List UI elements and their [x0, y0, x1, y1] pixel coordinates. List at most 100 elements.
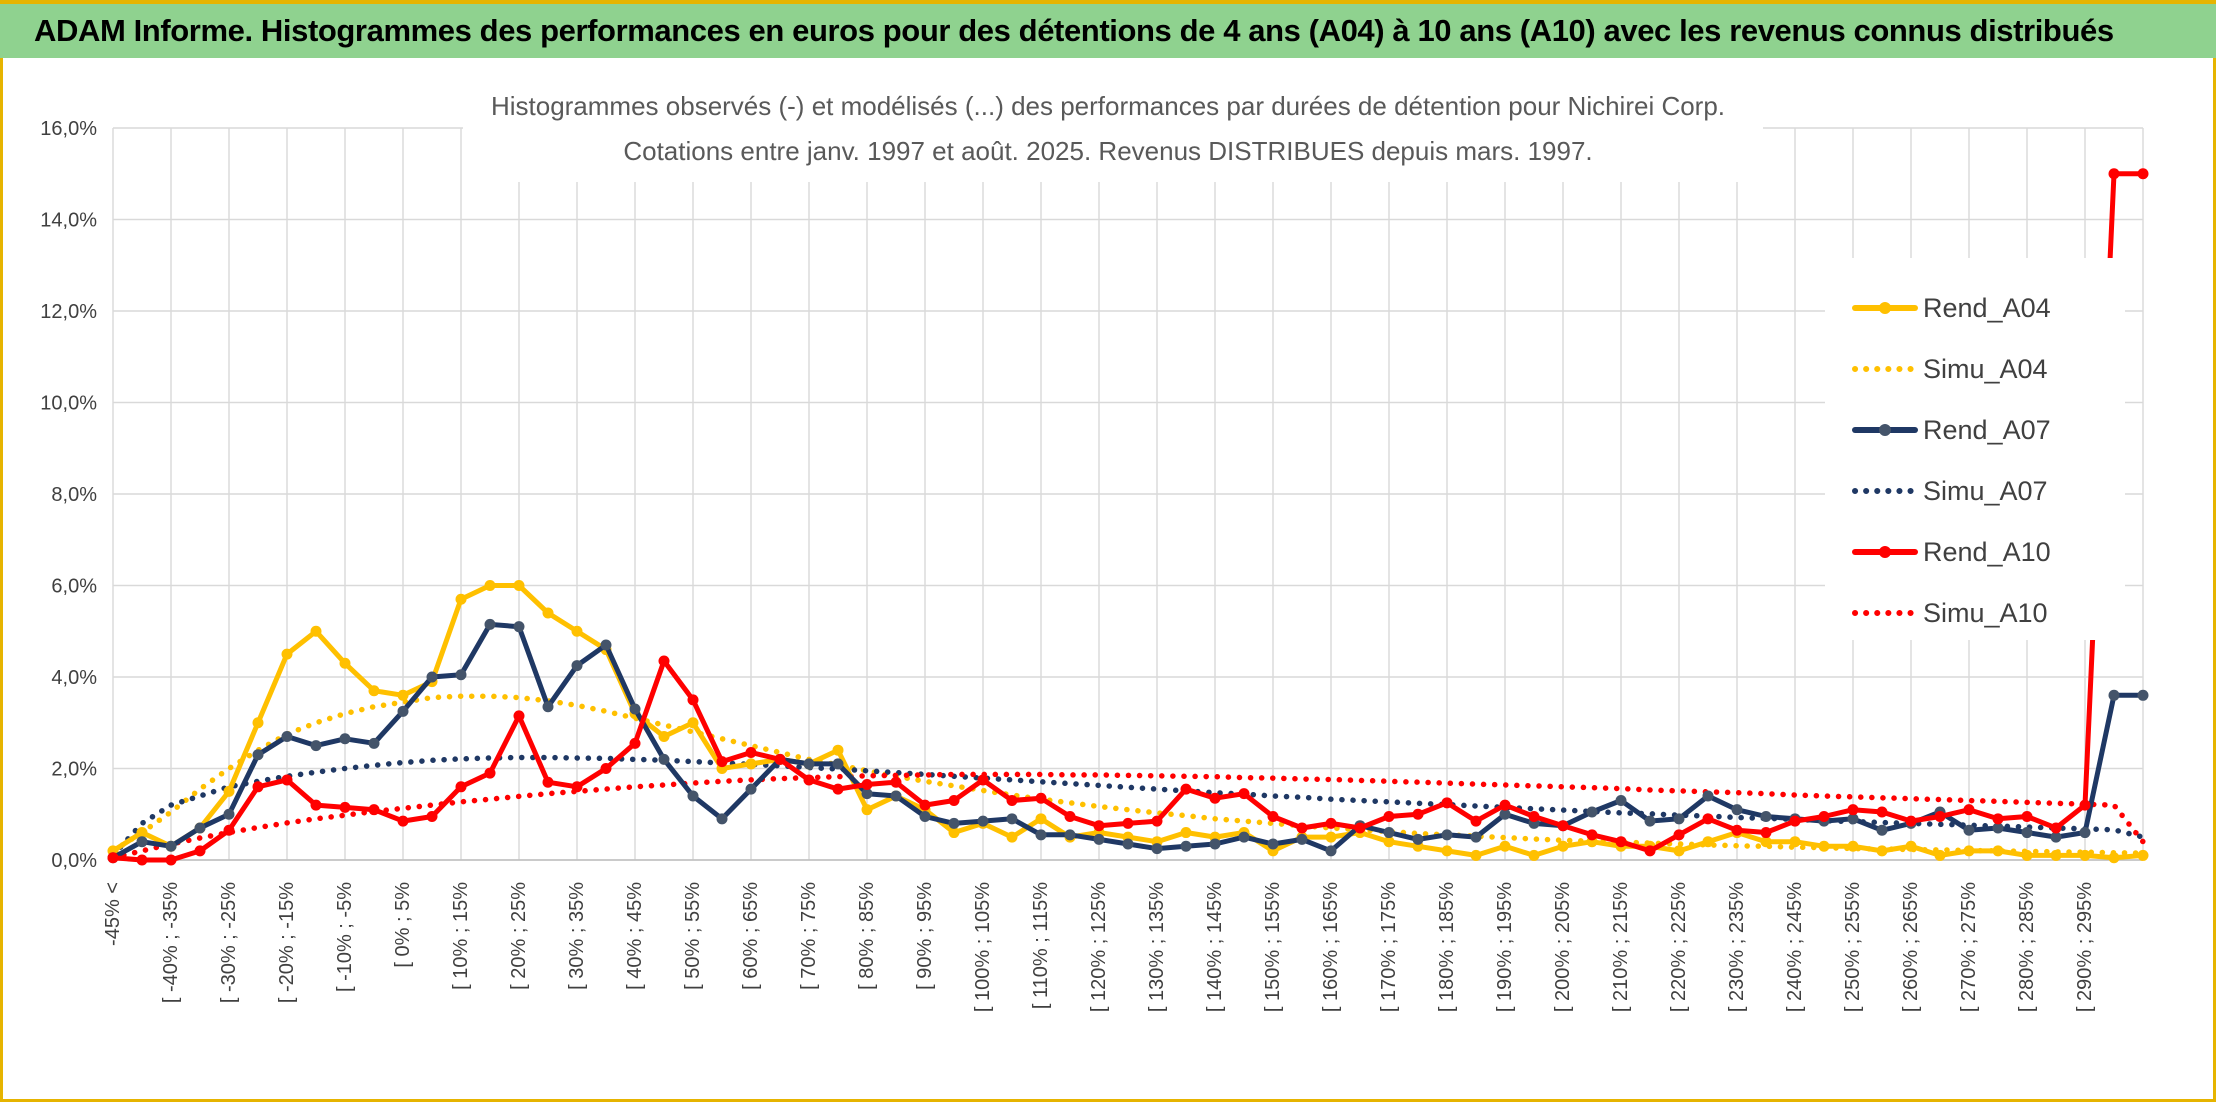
header-banner: ADAM Informe. Histogrammes des performan… [0, 0, 2216, 58]
data-point-rend-a10 [1528, 811, 1540, 823]
data-point-rend-a10 [1673, 829, 1685, 841]
series-line-simu-a04 [110, 693, 2146, 856]
data-point-rend-a04 [1383, 836, 1395, 848]
data-point-rend-a04 [1325, 831, 1337, 843]
data-point-rend-a07 [136, 836, 148, 848]
data-point-rend-a07 [1180, 840, 1192, 852]
data-point-rend-a07 [542, 701, 554, 713]
data-point-rend-a04 [1818, 840, 1830, 852]
data-point-rend-a04 [1557, 840, 1569, 852]
data-point-rend-a10 [1151, 815, 1163, 827]
data-point-rend-a10 [252, 781, 264, 793]
data-point-rend-a04 [2079, 849, 2091, 861]
x-tick-label: [ 140% ; 145% [1204, 882, 1226, 1012]
x-tick-label: -45% < [102, 882, 124, 946]
data-point-rend-a07 [2108, 689, 2120, 701]
data-point-rend-a10 [1267, 811, 1279, 823]
report-title: ADAM Informe. Histogrammes des performan… [34, 13, 2114, 48]
data-point-rend-a10 [774, 753, 786, 765]
data-point-rend-a10 [1586, 829, 1598, 841]
data-point-rend-a04 [1441, 845, 1453, 857]
data-point-rend-a07 [252, 749, 264, 761]
x-tick-label: [ 160% ; 165% [1320, 882, 1342, 1012]
data-point-rend-a04 [687, 717, 699, 729]
x-tick-label: [ 120% ; 125% [1088, 882, 1110, 1012]
data-point-rend-a10 [600, 763, 612, 774]
data-point-rend-a04 [1528, 849, 1540, 861]
data-point-rend-a04 [1847, 840, 1859, 852]
data-point-rend-a07 [919, 811, 931, 823]
data-point-rend-a07 [1644, 815, 1656, 827]
data-point-rend-a10 [629, 737, 641, 749]
series-lines [107, 168, 2149, 866]
data-point-rend-a10 [194, 845, 206, 857]
x-tick-label: [ 20% ; 25% [508, 882, 530, 990]
data-point-rend-a07 [1963, 824, 1975, 836]
x-tick-label: [ 210% ; 215% [1610, 882, 1632, 1012]
data-point-rend-a10 [832, 783, 844, 795]
data-point-rend-a07 [2050, 831, 2062, 843]
data-point-rend-a10 [1499, 799, 1511, 811]
data-point-rend-a10 [1905, 815, 1917, 827]
data-point-rend-a10 [542, 776, 554, 788]
x-tick-label: [ 70% ; 75% [798, 882, 820, 990]
data-point-rend-a10 [716, 756, 728, 768]
data-point-rend-a04 [1760, 836, 1772, 848]
data-point-rend-a10 [310, 799, 322, 811]
data-point-rend-a07 [165, 840, 177, 852]
x-tick-label: [ -40% ; -35% [160, 882, 182, 1003]
data-point-rend-a07 [1238, 831, 1250, 843]
data-point-rend-a04 [339, 657, 351, 669]
legend-box [1825, 258, 2125, 640]
data-point-rend-a07 [716, 813, 728, 825]
data-point-rend-a04 [1035, 813, 1047, 825]
data-point-rend-a10 [2108, 168, 2120, 180]
data-point-rend-a10 [948, 795, 960, 807]
data-point-rend-a07 [1122, 838, 1134, 850]
data-point-rend-a10 [1383, 811, 1395, 823]
data-point-rend-a10 [919, 799, 931, 811]
x-tick-label: [ 190% ; 195% [1494, 882, 1516, 1012]
legend: Rend_A04 Simu_A04 Rend_A07 Simu_A07 Rend_A10… [1852, 293, 2051, 628]
y-tick-label: 8,0% [51, 484, 97, 506]
data-point-rend-a10 [1615, 836, 1627, 848]
data-point-rend-a10 [2079, 799, 2091, 811]
data-point-rend-a04 [1702, 836, 1714, 848]
data-point-rend-a10 [890, 776, 902, 788]
data-point-rend-a07 [1615, 795, 1627, 807]
x-tick-label: [ 150% ; 155% [1262, 882, 1284, 1012]
chart-subtitle: Cotations entre janv. 1997 et août. 2025… [623, 136, 1592, 166]
data-point-rend-a04 [1789, 836, 1801, 848]
data-point-rend-a07 [1035, 829, 1047, 841]
data-point-rend-a07 [1731, 804, 1743, 816]
x-tick-label: [ 260% ; 265% [1900, 882, 1922, 1012]
data-point-rend-a07 [2137, 689, 2149, 701]
legend-label-simu-a07: Simu_A07 [1923, 476, 2048, 506]
x-tick-label: [ 10% ; 15% [450, 882, 472, 990]
data-point-rend-a07 [1673, 813, 1685, 825]
data-point-rend-a07 [600, 639, 612, 651]
series-line-simu-a10 [110, 771, 2146, 861]
data-point-rend-a07 [281, 730, 293, 742]
data-point-rend-a07 [1296, 833, 1308, 845]
data-point-rend-a07 [1876, 824, 1888, 836]
data-point-rend-a07 [455, 669, 467, 681]
data-point-rend-a04 [1992, 845, 2004, 857]
data-point-rend-a07 [1992, 822, 2004, 834]
chart-title-box [463, 76, 1763, 182]
data-point-rend-a04 [281, 648, 293, 660]
data-point-rend-a10 [1934, 811, 1946, 823]
data-point-rend-a10 [1557, 820, 1569, 832]
x-tick-label: [ 200% ; 205% [1552, 882, 1574, 1012]
data-point-rend-a10 [1644, 845, 1656, 857]
data-point-rend-a10 [1847, 804, 1859, 816]
data-point-rend-a07 [2021, 827, 2033, 839]
data-point-rend-a04 [397, 689, 409, 701]
data-point-rend-a04 [252, 717, 264, 729]
data-point-rend-a04 [571, 625, 583, 637]
x-tick-label: [ 170% ; 175% [1378, 882, 1400, 1012]
data-point-rend-a04 [1876, 845, 1888, 857]
data-point-rend-a07 [832, 758, 844, 770]
data-point-rend-a10 [803, 774, 815, 786]
data-point-rend-a04 [1673, 845, 1685, 857]
